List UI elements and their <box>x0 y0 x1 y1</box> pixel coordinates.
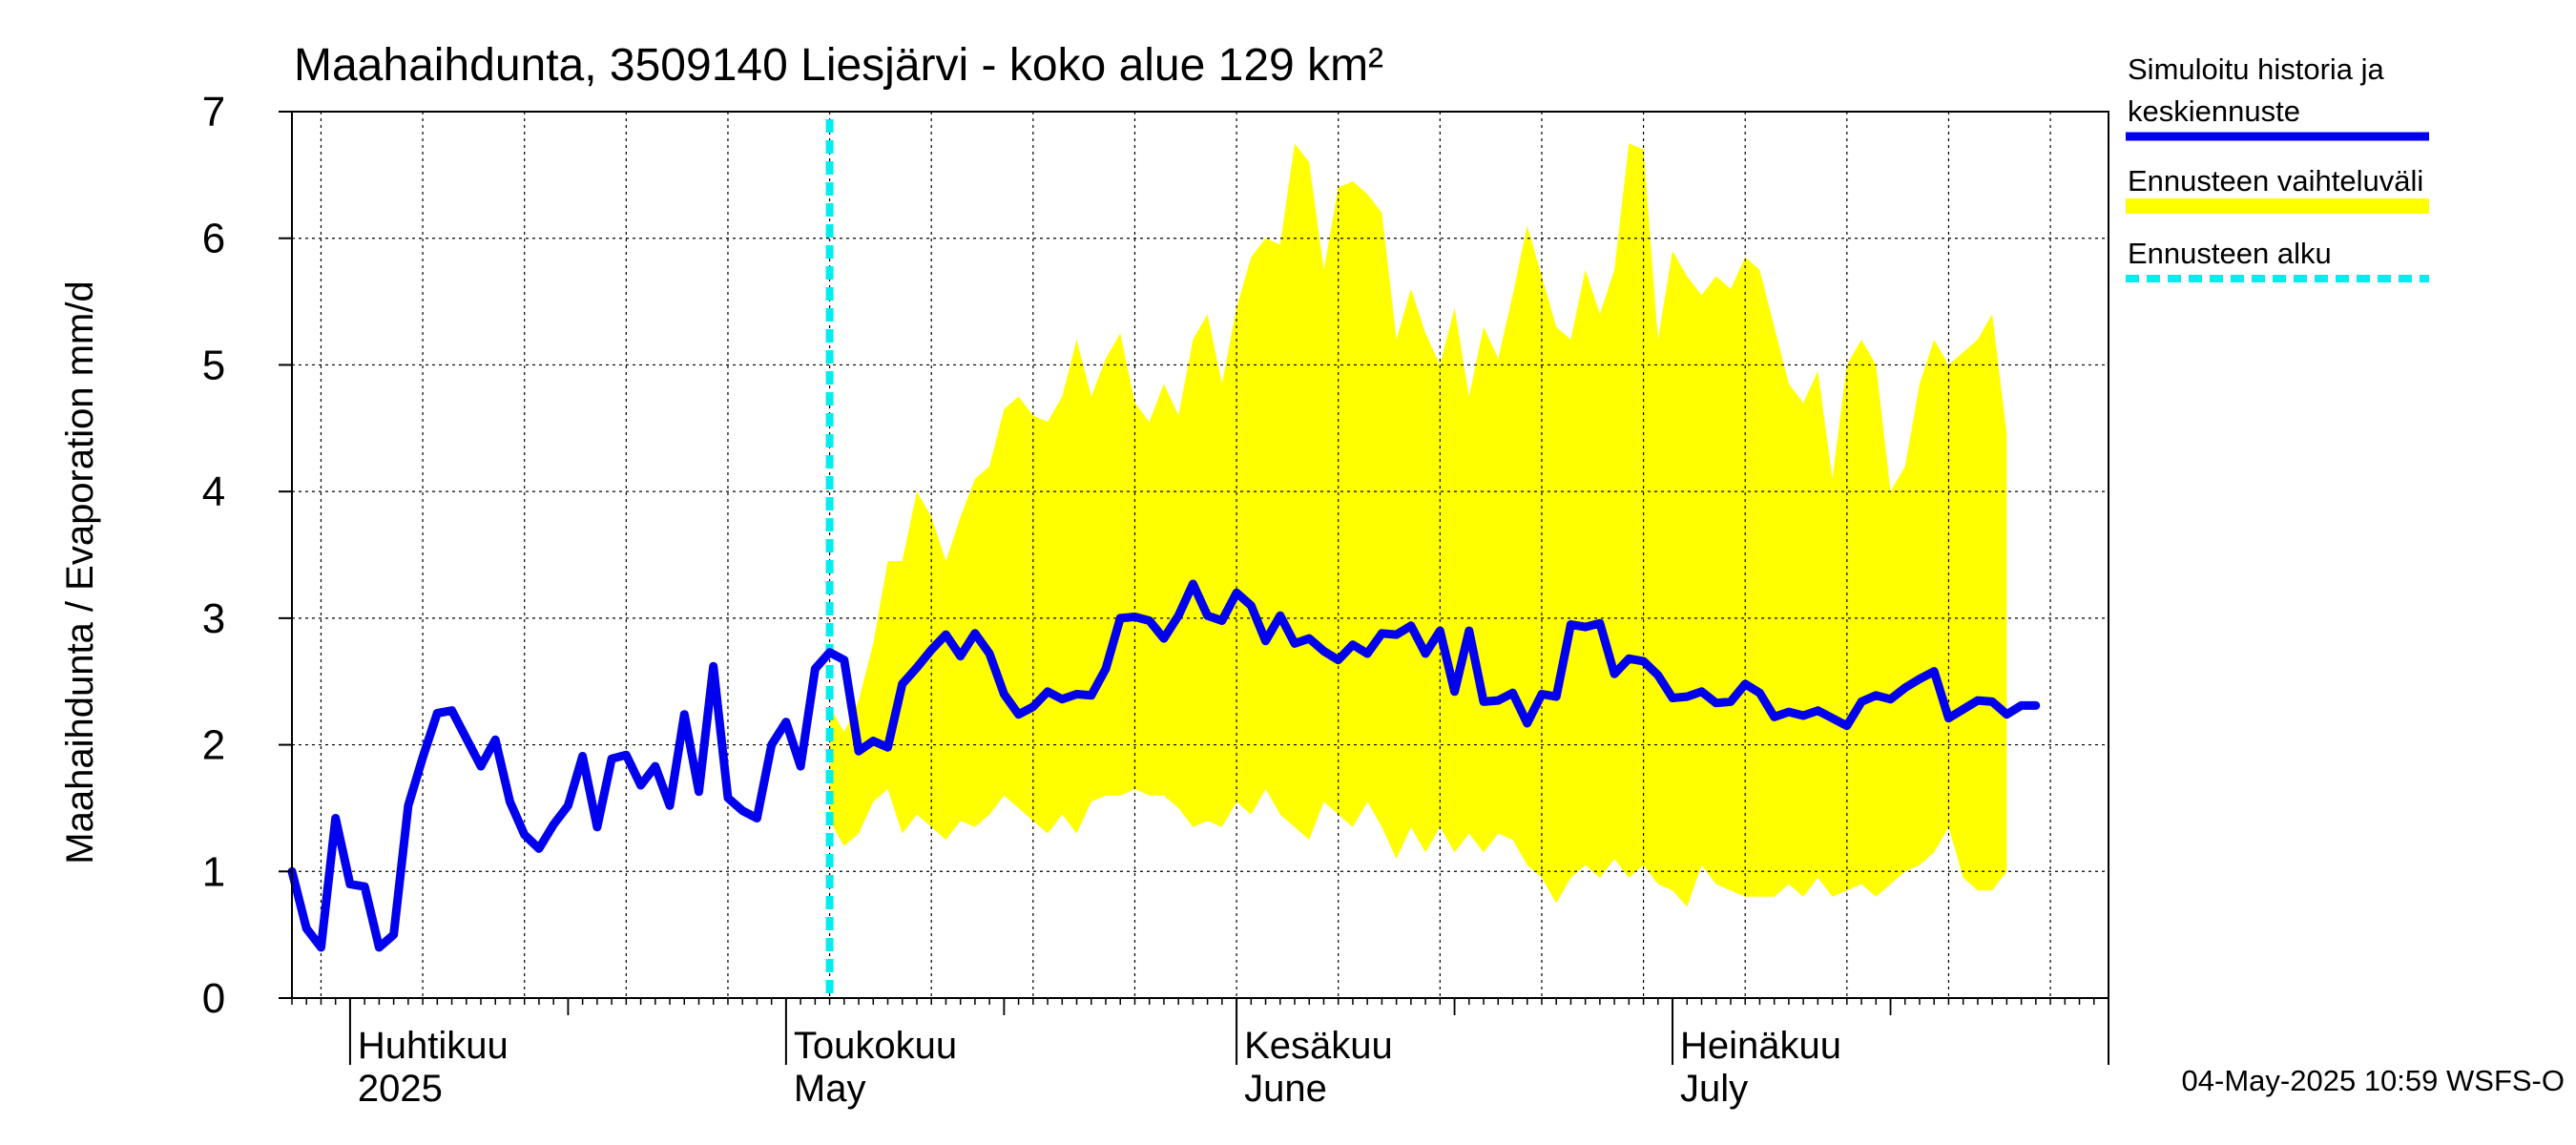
x-month-sublabel: 2025 <box>358 1068 443 1110</box>
legend-band-label: Ennusteen vaihteluväli <box>2128 164 2423 198</box>
y-tick-label: 2 <box>202 722 225 769</box>
y-tick-label: 7 <box>202 89 225 135</box>
x-month-label: Kesäkuu <box>1244 1025 1393 1067</box>
x-month-label: Huhtikuu <box>358 1025 509 1067</box>
x-month-label: Toukokuu <box>794 1025 957 1067</box>
legend: Simuloitu historia ja keskiennuste Ennus… <box>2126 52 2429 282</box>
y-tick-label: 3 <box>202 595 225 642</box>
y-tick-label: 4 <box>202 468 225 515</box>
legend-history-label-line2: keskiennuste <box>2128 94 2300 128</box>
plot-frame <box>291 111 2109 999</box>
y-tick-label: 0 <box>202 975 225 1022</box>
y-axis-label: Maahaihdunta / Evaporation mm/d <box>59 281 101 864</box>
chart-title: Maahaihdunta, 3509140 Liesjärvi - koko a… <box>294 40 1383 91</box>
legend-forecast-start-label: Ennusteen alku <box>2128 237 2332 270</box>
timestamp-footer: 04-May-2025 10:59 WSFS-O <box>2182 1064 2565 1097</box>
x-month-sublabel: May <box>794 1068 866 1110</box>
history-median-line <box>287 579 2041 952</box>
y-axis: 0 1 2 3 4 5 6 7 <box>202 89 292 1022</box>
x-month-label: Heinäkuu <box>1680 1025 1841 1067</box>
y-tick-label: 5 <box>202 342 225 388</box>
y-tick-label: 6 <box>202 216 225 262</box>
legend-history-label-line1: Simuloitu historia ja <box>2128 52 2385 86</box>
x-month-sublabel: June <box>1244 1068 1327 1110</box>
plot-area <box>287 111 2109 999</box>
x-month-sublabel: July <box>1680 1068 1748 1110</box>
y-tick-label: 1 <box>202 848 225 895</box>
forecast-band <box>829 143 2007 907</box>
grid-lines <box>292 112 2109 998</box>
